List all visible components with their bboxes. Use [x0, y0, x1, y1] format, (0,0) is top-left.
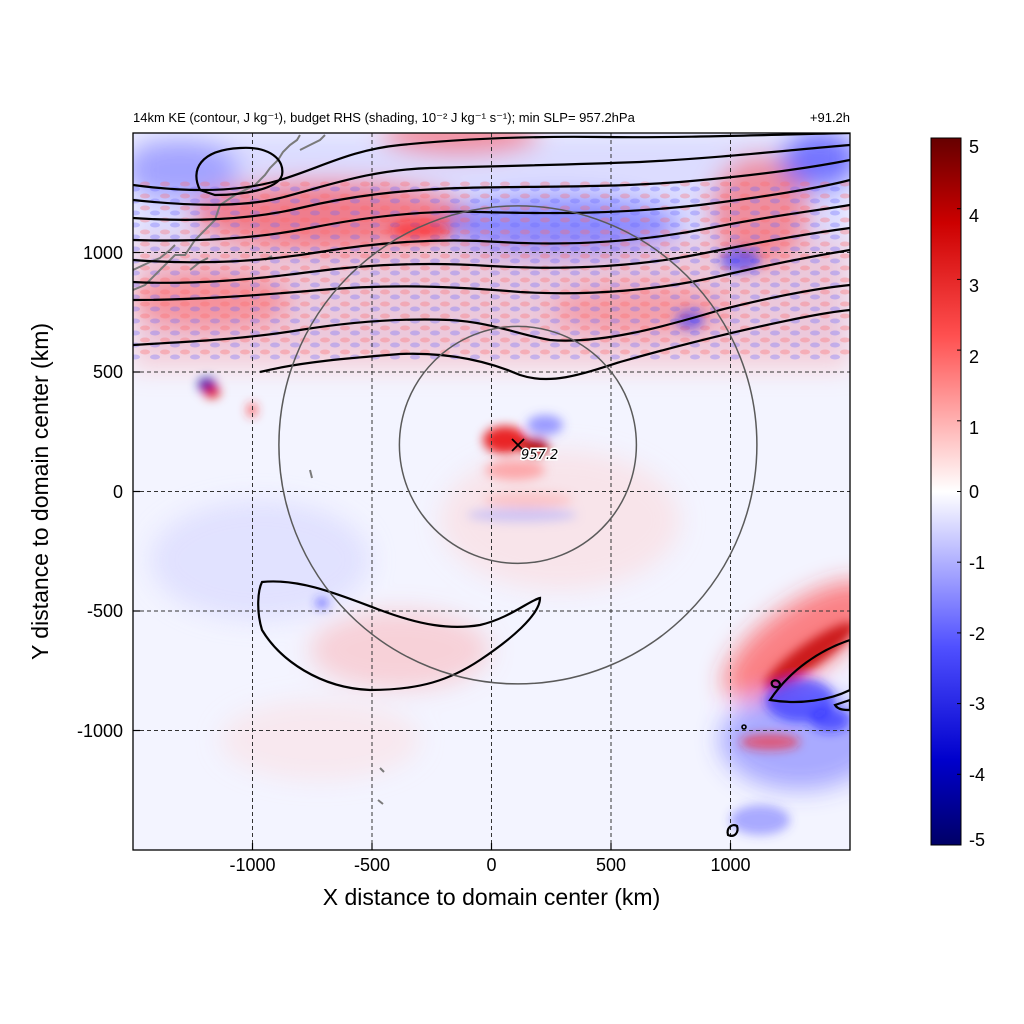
colorbar-gradient: [930, 137, 962, 846]
y-tick-label: -1000: [77, 721, 123, 741]
y-axis-title: Y distance to domain center (km): [27, 323, 53, 660]
colorbar-label: 0: [969, 482, 979, 502]
colorbar-label: 2: [969, 347, 979, 367]
colorbar: 5 4 3 2 1 0 -1 -2 -3 -4 -5: [930, 137, 985, 850]
x-tick-label: 500: [596, 855, 626, 875]
colorbar-label: 3: [969, 276, 979, 296]
x-tick-label: 1000: [710, 855, 750, 875]
colorbar-label: 4: [969, 206, 979, 226]
colorbar-label: 5: [969, 137, 979, 157]
y-tick-label: 500: [93, 362, 123, 382]
forecast-hour-label: +91.2h: [810, 110, 850, 125]
colorbar-label: -5: [969, 830, 985, 850]
axis-ticks: [133, 251, 732, 850]
plot-area: 957.2: [133, 133, 850, 850]
colorbar-label: -3: [969, 694, 985, 714]
storm-center-marker: [511, 438, 525, 452]
ke-contours: [133, 133, 850, 837]
colorbar-label: -1: [969, 553, 985, 573]
y-tick-label: 0: [113, 482, 123, 502]
colorbar-label: -4: [969, 765, 985, 785]
min-slp-label: 957.2: [521, 448, 558, 463]
grid: [133, 133, 850, 850]
y-tick-label: 1000: [83, 243, 123, 263]
radius-rings: [278, 205, 758, 685]
inner-ring: [398, 325, 638, 565]
x-tick-label: -1000: [229, 855, 275, 875]
chart-title: 14km KE (contour, J kg⁻¹), budget RHS (s…: [133, 110, 636, 125]
x-axis-title: X distance to domain center (km): [323, 884, 660, 910]
colorbar-label: 1: [969, 418, 979, 438]
colorbar-label: -2: [969, 624, 985, 644]
y-tick-label: -500: [87, 601, 123, 621]
x-tick-label: -500: [354, 855, 390, 875]
x-tick-label: 0: [486, 855, 496, 875]
outer-ring: [278, 205, 758, 685]
